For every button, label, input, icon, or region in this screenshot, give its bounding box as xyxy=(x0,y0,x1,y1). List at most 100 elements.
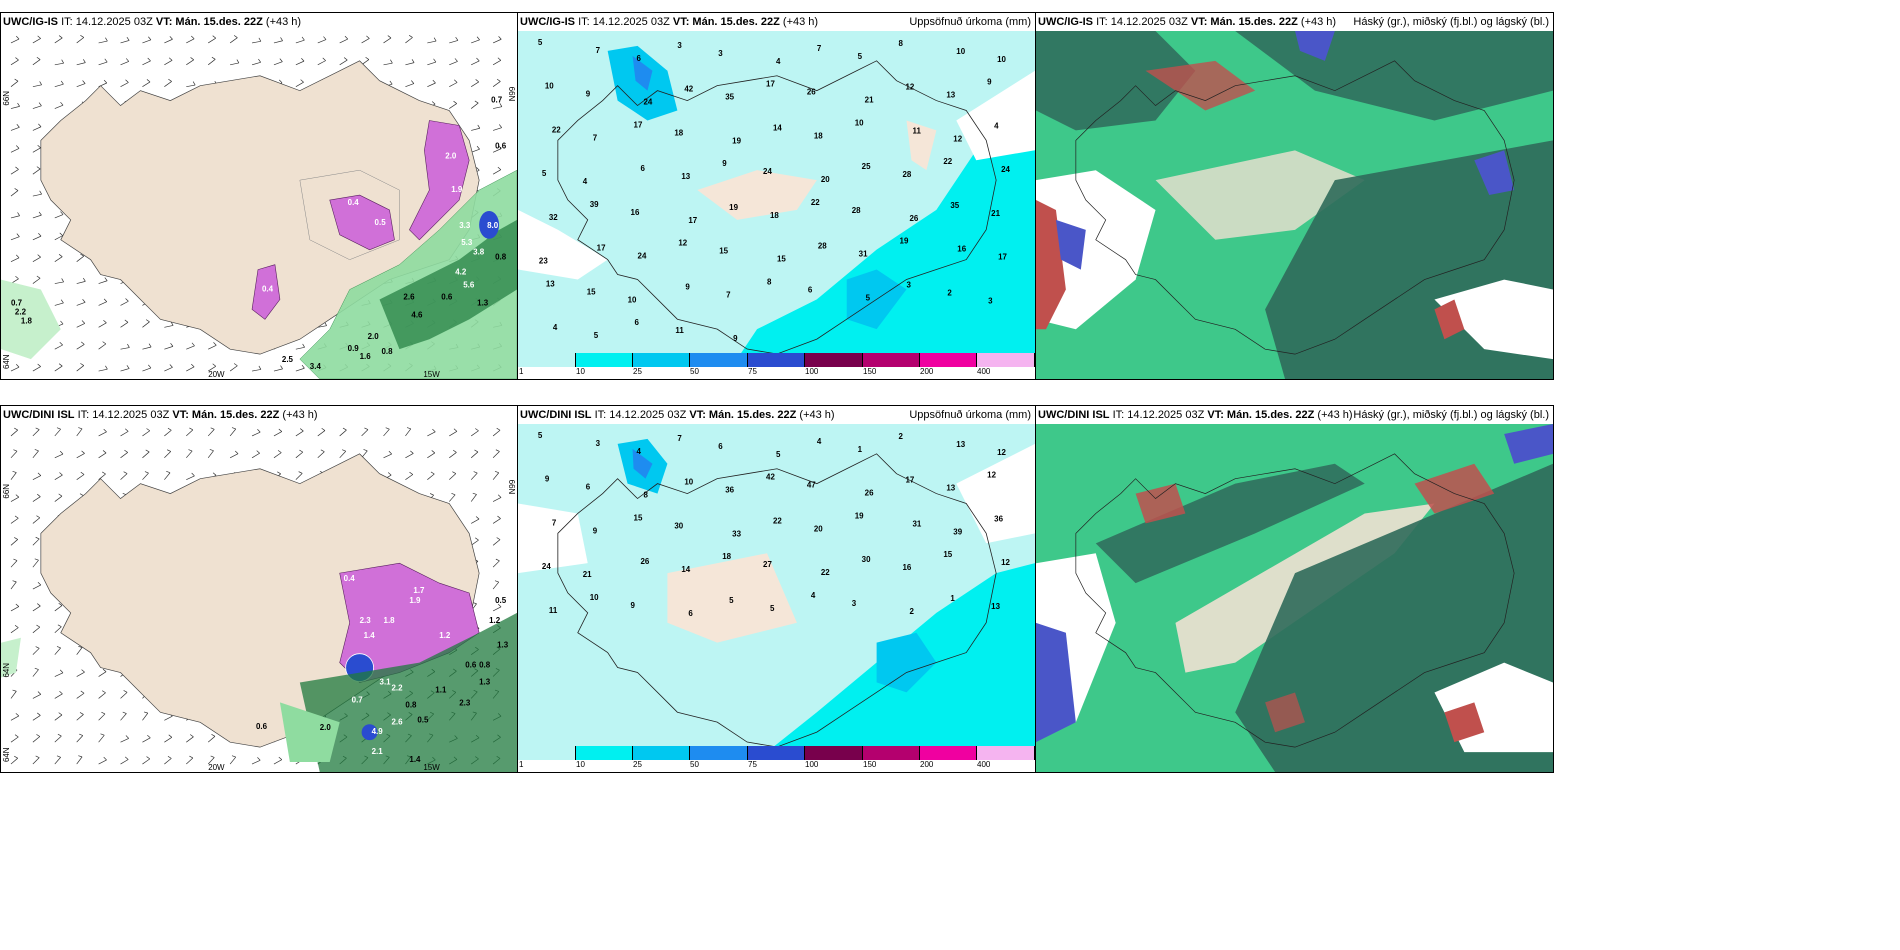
wind-barb-flag xyxy=(279,58,283,62)
wind-barb-flag xyxy=(189,734,194,738)
wind-barb-flag xyxy=(496,537,501,540)
precip-value: 27 xyxy=(763,560,772,569)
precip-value: 12 xyxy=(953,134,962,143)
wind-barb xyxy=(98,692,106,699)
precip-value: 13 xyxy=(946,484,955,493)
wind-barb-flag xyxy=(57,733,62,737)
wind-barb-flag xyxy=(475,428,479,432)
wind-barb xyxy=(10,106,20,109)
wind-barb xyxy=(32,84,42,88)
wind-barb-flag xyxy=(256,450,260,454)
precip-value: 39 xyxy=(953,527,962,536)
wind-barb xyxy=(208,37,216,44)
wind-barb xyxy=(208,365,216,372)
wind-barb-flag xyxy=(146,79,151,83)
colorbar-tick: 100 xyxy=(805,367,819,376)
wind-barb xyxy=(32,669,39,677)
wind-barb-flag xyxy=(60,101,64,106)
wind-barb-flag xyxy=(58,712,63,716)
precip-value: 4 xyxy=(637,447,642,456)
wind-barb xyxy=(142,472,149,480)
wind-barb xyxy=(120,347,130,350)
wind-barb xyxy=(54,104,64,109)
wind-barb-flag xyxy=(58,254,63,257)
wind-barb xyxy=(492,451,500,459)
wind-barb xyxy=(229,37,238,44)
precip-value: 24 xyxy=(1001,165,1010,174)
wind-barb xyxy=(492,581,500,590)
wind-barb-flag xyxy=(258,37,262,42)
wind-barb-flag xyxy=(168,78,172,82)
wind-barb-flag xyxy=(37,363,41,367)
it-label: IT: 14.12.2025 03Z xyxy=(1112,409,1205,421)
wind-barb xyxy=(76,344,85,350)
wind-barb-flag xyxy=(58,493,63,497)
wind-barb xyxy=(471,60,480,66)
colorbar-tick: 1 xyxy=(519,760,524,769)
wind-barb-flag xyxy=(497,515,501,519)
vt-label: VT: Mán. 15.des. 22Z xyxy=(1190,16,1298,28)
wind-barb-flag xyxy=(298,471,303,474)
wind-barb xyxy=(186,475,195,480)
wind-barb xyxy=(470,81,479,87)
wind-barb xyxy=(164,715,173,721)
svg-text:1.3: 1.3 xyxy=(477,298,489,307)
svg-text:0.5: 0.5 xyxy=(417,715,429,724)
lead-label: (+43 h) xyxy=(782,16,819,28)
svg-text:2.0: 2.0 xyxy=(445,151,457,160)
precip-value: 16 xyxy=(903,563,912,572)
wind-barb xyxy=(207,736,216,743)
precip-value: 19 xyxy=(900,237,909,246)
wind-barb-flag xyxy=(36,166,41,170)
wind-barb-flag xyxy=(191,363,195,368)
precip-value: 15 xyxy=(587,287,596,296)
wind-barb xyxy=(295,39,305,44)
wind-barb xyxy=(54,757,61,765)
wind-barb-flag xyxy=(36,515,41,519)
wind-barb xyxy=(10,539,18,546)
wind-barb-flag xyxy=(170,342,174,347)
wind-barb xyxy=(32,214,42,219)
wind-barb-flag xyxy=(363,449,368,452)
precip-value: 15 xyxy=(634,513,643,522)
wind-barb-flag xyxy=(167,427,172,431)
colorbar-tick: 100 xyxy=(805,760,819,769)
wind-barb-flag xyxy=(79,712,84,715)
wind-barb-flag xyxy=(37,144,41,149)
colorbar-seg-4 xyxy=(690,746,748,760)
wind-barb-flag xyxy=(13,558,18,561)
svg-text:66N: 66N xyxy=(507,480,516,495)
wind-barb xyxy=(317,39,327,44)
wind-barb-flag xyxy=(477,124,481,129)
wind-barb xyxy=(10,169,19,175)
wind-barb-flag xyxy=(431,450,436,454)
svg-text:4.2: 4.2 xyxy=(455,268,467,277)
wind-barb-flag xyxy=(80,363,84,366)
wind-barb xyxy=(76,453,85,459)
wind-barb-flag xyxy=(300,428,304,432)
wind-barb xyxy=(98,343,107,350)
wind-barb xyxy=(339,451,347,459)
wind-barb-flag xyxy=(56,755,61,758)
wind-barb-flag xyxy=(299,449,304,453)
wind-barb-flag xyxy=(59,341,63,346)
wind-barb-flag xyxy=(168,57,173,61)
wind-barb-flag xyxy=(39,190,42,195)
wind-barb xyxy=(32,450,39,459)
precip-value: 9 xyxy=(722,159,727,168)
wind-barb xyxy=(492,38,502,44)
wind-barb-flag xyxy=(344,35,349,40)
wind-barb-flag xyxy=(454,79,458,83)
wind-barb xyxy=(120,40,130,44)
coastline xyxy=(557,453,997,746)
precip-value: 6 xyxy=(808,285,813,294)
precip-value: 9 xyxy=(685,282,690,291)
wind-barb xyxy=(317,60,326,66)
svg-text:2.1: 2.1 xyxy=(372,747,384,756)
wind-barb xyxy=(383,453,392,459)
wind-barb-flag xyxy=(80,34,84,38)
wind-barb-flag xyxy=(14,625,19,628)
wind-barb xyxy=(76,756,83,765)
wind-barb xyxy=(229,453,239,459)
svg-text:0.7: 0.7 xyxy=(11,298,23,307)
